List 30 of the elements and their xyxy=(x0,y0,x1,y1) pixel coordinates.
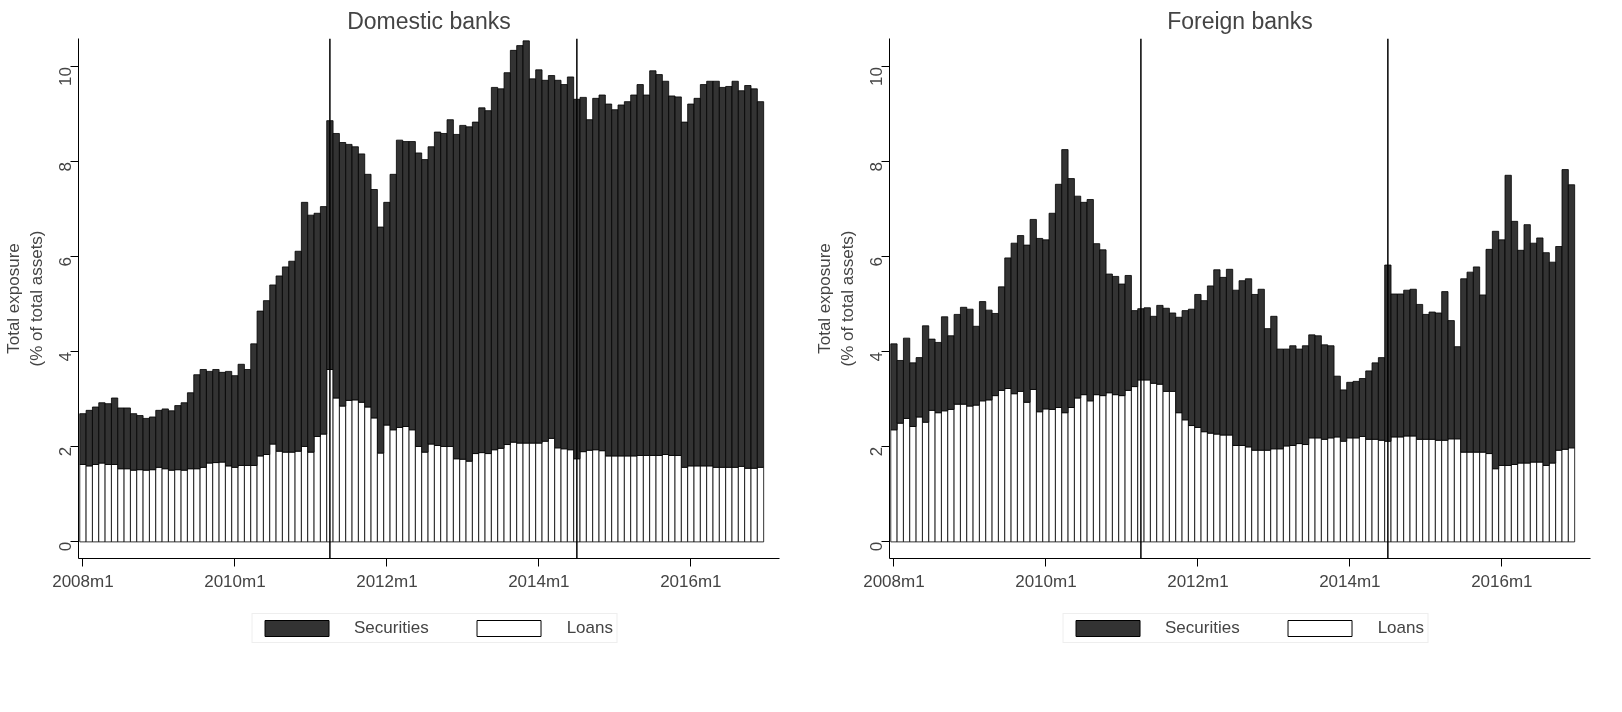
x-tick-label: 2010m1 xyxy=(204,571,266,591)
y-tick-label: 2 xyxy=(56,446,76,457)
legend-label: Securities xyxy=(1165,618,1240,638)
x-tick-label: 2016m1 xyxy=(1471,571,1533,591)
y-tick-label: 6 xyxy=(867,256,887,267)
y-tick-label: 4 xyxy=(867,351,887,362)
y-tick-label: 6 xyxy=(56,256,76,267)
x-tick-label: 2014m1 xyxy=(508,571,570,591)
y-tick-label: 0 xyxy=(56,541,76,552)
y-tick-label: 4 xyxy=(56,351,76,362)
x-tick-label: 2014m1 xyxy=(1319,571,1381,591)
legend-label: Loans xyxy=(1377,618,1424,638)
y-tick-label: 0 xyxy=(867,541,887,552)
y-tick-label: 8 xyxy=(867,161,887,172)
y-tick-label: 10 xyxy=(56,66,76,86)
legend-label: Loans xyxy=(566,618,613,638)
y-tick-label: 8 xyxy=(56,161,76,172)
y-axis-title: Total exposure (% of total assets) xyxy=(3,230,46,367)
y-tick-label: 2 xyxy=(867,446,887,457)
x-tick-label: 2012m1 xyxy=(1167,571,1229,591)
x-tick-label: 2008m1 xyxy=(863,571,925,591)
y-tick-label: 10 xyxy=(867,66,887,86)
legend-label: Securities xyxy=(354,618,429,638)
x-tick-label: 2010m1 xyxy=(1015,571,1077,591)
x-tick-label: 2016m1 xyxy=(660,571,722,591)
x-tick-label: 2012m1 xyxy=(356,571,418,591)
x-tick-label: 2008m1 xyxy=(52,571,114,591)
y-axis-title: Total exposure (% of total assets) xyxy=(814,230,857,367)
chart-title: Domestic banks xyxy=(347,7,511,34)
chart-title: Foreign banks xyxy=(1167,7,1313,34)
